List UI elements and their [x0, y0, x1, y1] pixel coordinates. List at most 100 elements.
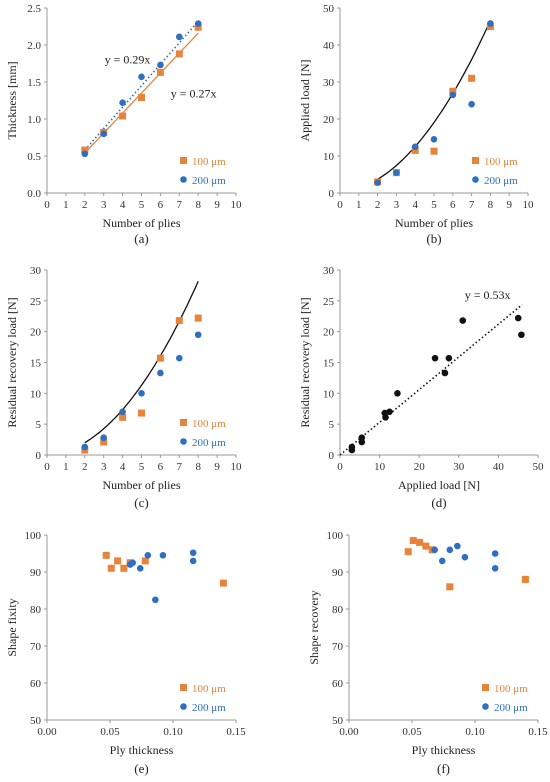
- x-tick-label: 0.10: [163, 726, 183, 738]
- x-tick-label: 10: [231, 199, 243, 211]
- data-point-circle: [81, 443, 89, 451]
- data-point-square: [411, 146, 419, 154]
- data-point-square: [422, 542, 430, 550]
- y-tick-label: 25: [323, 296, 335, 308]
- chart-panel-c: 0 1 2 3 4 5 6 7 8 9 10 0 5 10 15 20 25 30 Number of plies R…: [5, 265, 242, 510]
- data-point-circle: [176, 354, 183, 362]
- data-point-square: [194, 314, 202, 322]
- data-point-circle: [194, 331, 202, 339]
- data-point-circle: [138, 73, 145, 81]
- y-tick-label: 10: [30, 388, 42, 400]
- y-tick-label: 10: [323, 151, 335, 163]
- chart-panel-b: 0 1 2 3 4 5 6 7 8 9 10 0 10 20 30 40 50 Number of plies Ap…: [298, 3, 534, 246]
- trendline-equation: y = 0.29x: [105, 53, 151, 67]
- x-tick-label: 30: [453, 461, 465, 473]
- panel-caption: (f): [437, 761, 450, 776]
- x-tick-label: 5: [139, 199, 145, 211]
- data-point-square: [119, 413, 127, 421]
- x-tick-label: 0.15: [528, 726, 548, 738]
- data-point-square: [194, 23, 202, 31]
- x-tick-label: 7: [177, 199, 183, 211]
- legend-marker-circle: [180, 176, 187, 183]
- legend-marker-square: [180, 684, 187, 691]
- legend-label: 100 μm: [494, 683, 528, 695]
- y-tick-label: 70: [332, 641, 344, 653]
- y-tick-label: 0: [329, 450, 335, 462]
- data-point-circle: [136, 565, 144, 572]
- data-point-circle: [491, 565, 499, 572]
- data-point-circle: [386, 408, 393, 416]
- legend-label: 200 μm: [192, 437, 226, 449]
- data-point-square: [138, 94, 145, 102]
- data-point-circle: [152, 596, 159, 604]
- x-tick-label: 9: [214, 199, 220, 211]
- data-point-square: [521, 575, 529, 583]
- data-point-circle: [157, 61, 164, 69]
- data-point-square: [409, 537, 417, 545]
- y-tick-label: 1.0: [27, 114, 41, 126]
- data-point-circle: [438, 557, 446, 565]
- legend-label: 100 μm: [192, 418, 226, 430]
- data-point-square: [416, 538, 424, 546]
- data-point-circle: [441, 369, 449, 377]
- trendline-0: [377, 20, 491, 180]
- y-tick-label: 50: [332, 715, 344, 727]
- y-tick-label: 20: [323, 327, 335, 339]
- y-tick-label: 0: [36, 450, 42, 462]
- chart-panel-a: 0 1 2 3 4 5 6 7 8 9 10 0.0 0.5 1.0 1.5 2.0 2.5 Number of …: [5, 3, 242, 246]
- legend-marker-circle: [180, 438, 187, 445]
- x-tick-label: 0.00: [339, 726, 359, 738]
- data-point-circle: [100, 130, 107, 138]
- data-point-circle: [159, 552, 167, 559]
- y-axis-label: Thickness [mm]: [5, 61, 19, 139]
- x-tick-label: 0: [44, 461, 50, 473]
- x-tick-label: 10: [374, 461, 386, 473]
- data-point-circle: [431, 546, 438, 554]
- x-tick-label: 1: [63, 199, 69, 211]
- y-tick-label: 50: [323, 3, 335, 15]
- y-tick-label: 2.5: [27, 3, 41, 15]
- y-tick-label: 5: [36, 419, 42, 431]
- data-point-circle: [194, 20, 202, 27]
- data-point-circle: [119, 408, 126, 416]
- x-tick-label: 6: [158, 461, 164, 473]
- x-tick-label: 3: [101, 199, 107, 211]
- x-tick-label: 4: [120, 199, 126, 211]
- data-point-circle: [81, 150, 89, 158]
- x-tick-label: 9: [214, 461, 220, 473]
- y-tick-label: 50: [30, 715, 42, 727]
- x-tick-label: 3: [101, 461, 107, 473]
- data-point-square: [114, 557, 122, 565]
- chart-panel-e: 0.00 0.05 0.10 0.15 50 60 70 80 90 100 Ply thickne…: [5, 530, 246, 776]
- legend-marker-circle: [180, 703, 187, 710]
- legend-marker-circle: [472, 176, 479, 183]
- y-tick-label: 2.0: [27, 40, 41, 52]
- y-tick-label: 80: [332, 604, 344, 616]
- chart-panel-d: 0 10 20 30 40 50 0 5 10 15 20 25 30 Applied load [N] R…: [298, 265, 544, 510]
- data-point-square: [175, 50, 183, 58]
- data-point-square: [404, 548, 412, 556]
- data-point-circle: [189, 549, 197, 557]
- x-axis-label: Number of plies: [103, 478, 181, 492]
- y-tick-label: 20: [30, 327, 42, 339]
- data-point-square: [175, 317, 183, 325]
- data-point-square: [156, 354, 164, 362]
- x-tick-label: 2: [82, 199, 88, 211]
- y-axis-label: Shape fixity: [5, 598, 19, 656]
- data-point-circle: [431, 354, 439, 362]
- y-tick-label: 40: [323, 40, 335, 52]
- y-tick-label: 1.5: [27, 77, 41, 89]
- data-point-circle: [144, 552, 152, 559]
- y-tick-label: 0.0: [27, 188, 41, 200]
- data-point-square: [446, 583, 454, 591]
- data-point-circle: [119, 99, 126, 107]
- x-tick-label: 7: [469, 199, 475, 211]
- x-tick-label: 8: [488, 199, 494, 211]
- data-point-circle: [176, 33, 183, 41]
- data-point-circle: [358, 434, 366, 442]
- data-point-circle: [374, 179, 381, 186]
- y-tick-label: 60: [332, 678, 344, 690]
- data-point-circle: [487, 20, 494, 27]
- data-point-circle: [461, 553, 469, 561]
- data-point-circle: [157, 369, 164, 377]
